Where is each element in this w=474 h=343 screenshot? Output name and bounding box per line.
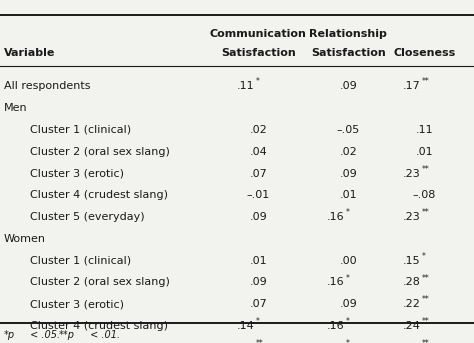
- Text: .14: .14: [237, 321, 255, 331]
- Text: **: **: [421, 317, 429, 326]
- Text: .09: .09: [339, 168, 357, 179]
- Text: Satisfaction: Satisfaction: [311, 48, 386, 58]
- Text: Satisfaction: Satisfaction: [221, 48, 296, 58]
- Text: .07: .07: [249, 168, 267, 179]
- Text: Cluster 1 (clinical): Cluster 1 (clinical): [30, 256, 131, 266]
- Text: < .01.: < .01.: [87, 330, 120, 341]
- Text: .15: .15: [403, 256, 420, 266]
- Text: .01: .01: [249, 256, 267, 266]
- Text: .09: .09: [249, 277, 267, 287]
- Text: .02: .02: [339, 147, 357, 157]
- Text: **: **: [255, 339, 263, 343]
- Text: Cluster 1 (clinical): Cluster 1 (clinical): [30, 125, 131, 135]
- Text: **: **: [421, 165, 429, 174]
- Text: .17: .17: [403, 81, 420, 92]
- Text: .01: .01: [415, 147, 433, 157]
- Text: .11: .11: [237, 81, 255, 92]
- Text: All respondents: All respondents: [4, 81, 90, 92]
- Text: **: **: [421, 78, 429, 86]
- Text: .00: .00: [339, 256, 357, 266]
- Text: .09: .09: [339, 299, 357, 309]
- Text: .24: .24: [402, 321, 420, 331]
- Text: **: **: [421, 273, 429, 283]
- Text: .23: .23: [403, 212, 420, 222]
- Text: .16: .16: [327, 212, 345, 222]
- Text: *: *: [346, 339, 349, 343]
- Text: **: **: [421, 295, 429, 304]
- Text: –.01: –.01: [246, 190, 270, 200]
- Text: Women: Women: [4, 234, 46, 244]
- Text: < .05.: < .05.: [27, 330, 66, 341]
- Text: Communication: Communication: [210, 29, 307, 39]
- Text: Cluster 4 (crudest slang): Cluster 4 (crudest slang): [30, 321, 168, 331]
- Text: .02: .02: [249, 125, 267, 135]
- Text: Cluster 2 (oral sex slang): Cluster 2 (oral sex slang): [30, 277, 170, 287]
- Text: .09: .09: [339, 81, 357, 92]
- Text: .22: .22: [402, 299, 420, 309]
- Text: –.05: –.05: [337, 125, 360, 135]
- Text: *: *: [346, 208, 349, 217]
- Text: Cluster 3 (erotic): Cluster 3 (erotic): [30, 299, 124, 309]
- Text: *: *: [255, 317, 259, 326]
- Text: .16: .16: [327, 277, 345, 287]
- Text: .01: .01: [339, 190, 357, 200]
- Text: **: **: [421, 208, 429, 217]
- Text: **: **: [421, 339, 429, 343]
- Text: .04: .04: [249, 147, 267, 157]
- Text: *: *: [346, 273, 349, 283]
- Text: .11: .11: [415, 125, 433, 135]
- Text: Cluster 5 (everyday): Cluster 5 (everyday): [30, 212, 145, 222]
- Text: *: *: [421, 252, 425, 261]
- Text: *p: *p: [4, 330, 15, 341]
- Text: **p: **p: [58, 330, 74, 341]
- Text: *: *: [255, 78, 259, 86]
- Text: Cluster 3 (erotic): Cluster 3 (erotic): [30, 168, 124, 179]
- Text: .23: .23: [403, 168, 420, 179]
- Text: .07: .07: [249, 299, 267, 309]
- Text: Cluster 2 (oral sex slang): Cluster 2 (oral sex slang): [30, 147, 170, 157]
- Text: Closeness: Closeness: [393, 48, 456, 58]
- Text: .09: .09: [249, 212, 267, 222]
- Text: –.08: –.08: [412, 190, 436, 200]
- Text: Variable: Variable: [4, 48, 55, 58]
- Text: .16: .16: [327, 321, 345, 331]
- Text: Relationship: Relationship: [310, 29, 387, 39]
- Text: .28: .28: [402, 277, 420, 287]
- Text: Men: Men: [4, 103, 27, 113]
- Text: Cluster 4 (crudest slang): Cluster 4 (crudest slang): [30, 190, 168, 200]
- Text: *: *: [346, 317, 349, 326]
